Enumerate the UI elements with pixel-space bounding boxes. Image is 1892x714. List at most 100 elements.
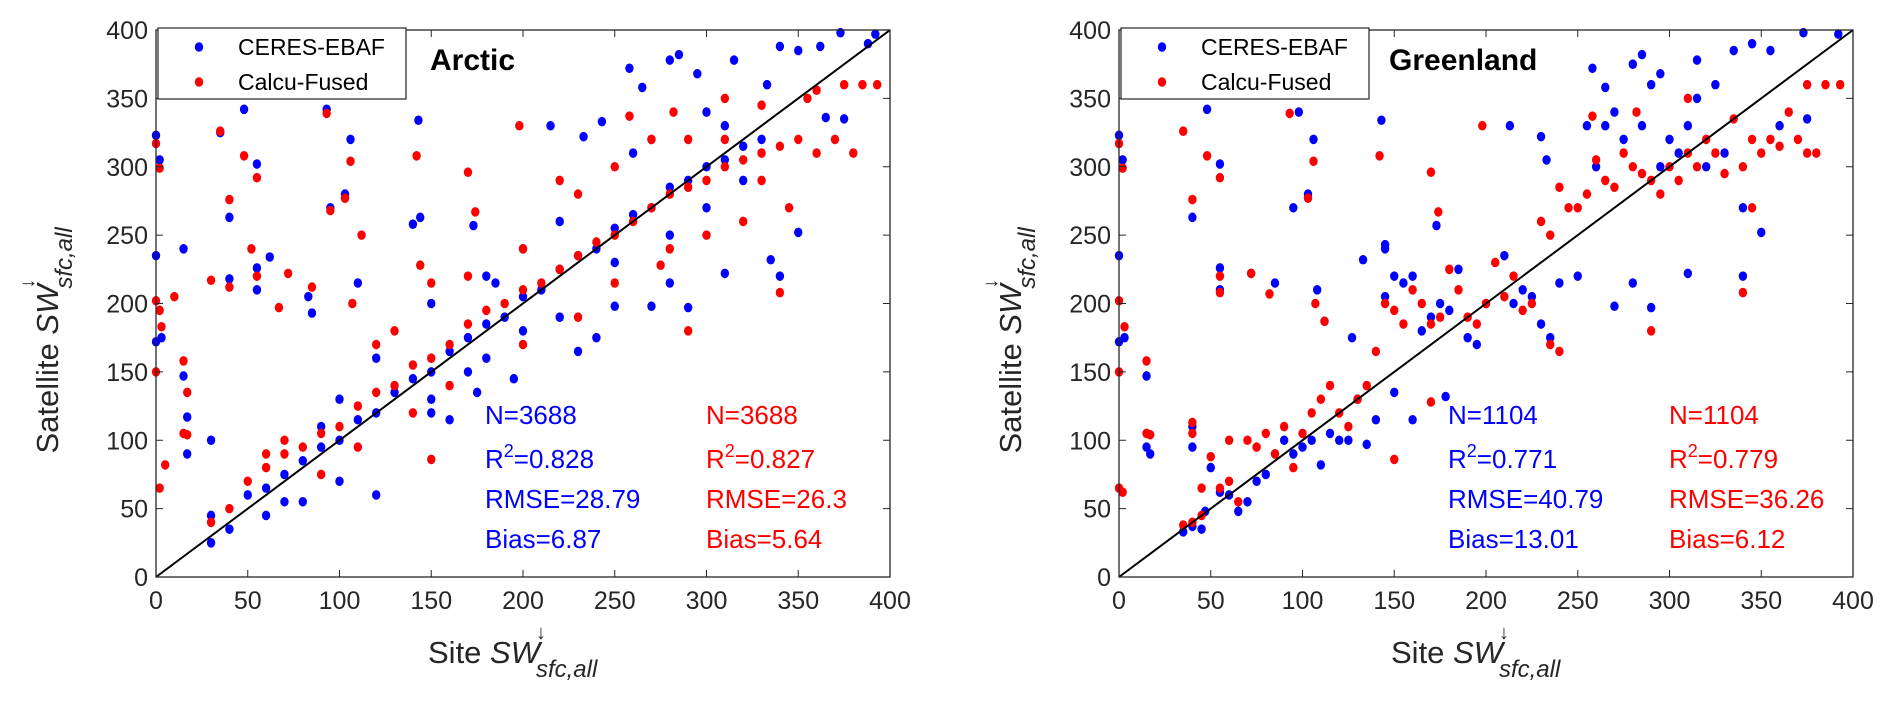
- data-point: [816, 41, 825, 52]
- data-point: [1812, 148, 1821, 158]
- x-tick-label: 300: [1649, 587, 1691, 615]
- data-point: [775, 141, 785, 152]
- data-point: [555, 216, 564, 227]
- data-point: [353, 278, 363, 288]
- x-axis-label: Site SW↓ sfc,all: [1391, 622, 1561, 683]
- data-point: [1454, 264, 1463, 275]
- data-point: [555, 175, 564, 186]
- data-point: [427, 298, 436, 309]
- data-point: [1325, 428, 1335, 439]
- data-point: [1215, 263, 1225, 273]
- data-point: [1380, 298, 1390, 309]
- data-point: [757, 175, 766, 186]
- y-tick-label: 150: [106, 359, 148, 387]
- data-point: [1188, 194, 1197, 205]
- stats-ceres-ebaf: N=1104 R2=0.771 RMSE=40.79 Bias=13.01: [1448, 400, 1603, 554]
- data-point: [225, 282, 234, 292]
- data-point: [1426, 167, 1436, 178]
- data-point: [739, 141, 748, 152]
- y-tick-label: 100: [1069, 427, 1111, 455]
- data-point: [610, 278, 619, 288]
- data-point: [573, 346, 583, 357]
- data-point: [1747, 202, 1757, 213]
- x-tick-label: 400: [1832, 587, 1874, 615]
- y-tick-label: 400: [1069, 17, 1111, 45]
- data-point: [1261, 469, 1271, 480]
- data-point: [757, 100, 766, 111]
- y-axis-label-subscript: sfc,all: [51, 227, 78, 289]
- data-point: [610, 257, 619, 268]
- data-point: [509, 373, 519, 384]
- data-point: [1757, 148, 1766, 158]
- stats-calcu-fused: N=3688 R2=0.827 RMSE=26.3 Bias=5.64: [706, 400, 847, 554]
- data-point: [1656, 189, 1665, 199]
- data-point: [463, 367, 473, 377]
- y-tick-label: 300: [106, 154, 148, 182]
- data-point: [243, 490, 252, 500]
- data-point: [372, 339, 381, 350]
- legend-box: [157, 27, 407, 100]
- stat-rmse: RMSE=36.26: [1669, 484, 1824, 514]
- data-point: [1120, 321, 1129, 332]
- data-point: [335, 476, 344, 487]
- data-point: [1835, 79, 1845, 90]
- data-point: [372, 353, 381, 364]
- data-point: [416, 212, 425, 223]
- y-axis-label-prefix: Satellite: [993, 335, 1028, 454]
- data-point: [322, 108, 331, 119]
- data-point: [1665, 134, 1674, 145]
- y-tick-label: 350: [1069, 85, 1111, 113]
- data-point: [1309, 134, 1318, 145]
- y-tick-label: 0: [134, 564, 148, 592]
- data-point: [340, 193, 350, 204]
- data-point: [316, 469, 326, 480]
- data-point: [412, 151, 421, 161]
- series-ceres-ebaf: [1114, 27, 1843, 537]
- data-point: [1692, 93, 1702, 104]
- data-point: [1591, 155, 1601, 165]
- data-point: [1417, 326, 1426, 336]
- stats-ceres-ebaf: N=3688 R2=0.828 RMSE=28.79 Bias=6.87: [485, 400, 640, 554]
- data-point: [1601, 82, 1610, 93]
- data-point: [239, 151, 249, 161]
- one-to-one-line: [155, 29, 891, 578]
- data-point: [160, 460, 170, 470]
- data-point: [252, 271, 262, 281]
- stat-r2-sup: 2: [725, 441, 735, 461]
- stat-rmse: RMSE=26.3: [706, 484, 847, 514]
- data-point: [298, 496, 307, 507]
- data-point: [1582, 189, 1592, 199]
- data-point: [170, 291, 179, 302]
- data-point: [1316, 460, 1326, 470]
- y-tick-label: 50: [1083, 496, 1111, 524]
- data-point: [625, 63, 634, 74]
- data-point: [1434, 207, 1443, 217]
- data-point: [1408, 271, 1417, 281]
- data-point: [1601, 120, 1610, 131]
- data-point: [179, 244, 188, 254]
- data-point: [1307, 408, 1316, 418]
- data-point: [182, 449, 192, 459]
- data-point: [739, 175, 748, 186]
- data-point: [225, 274, 234, 284]
- data-point: [1270, 278, 1280, 288]
- x-tick-label: 250: [594, 587, 636, 615]
- x-tick-label: 350: [777, 587, 819, 615]
- data-point: [849, 148, 858, 158]
- data-point: [720, 120, 730, 131]
- data-point: [1362, 439, 1371, 450]
- data-point: [1692, 161, 1702, 172]
- data-point: [1588, 111, 1597, 121]
- data-point: [1490, 257, 1500, 268]
- data-point: [1757, 227, 1766, 238]
- data-point: [784, 202, 794, 213]
- legend: CERES-EBAF Calcu-Fused: [157, 27, 407, 100]
- x-tick-label: 0: [1112, 587, 1126, 615]
- y-axis-label-var: SW: [993, 282, 1028, 335]
- legend-marker: [1157, 42, 1167, 52]
- x-axis-label-var: SW: [1453, 635, 1506, 670]
- data-point: [839, 79, 849, 90]
- data-point: [1683, 268, 1693, 279]
- data-point: [762, 79, 772, 90]
- y-tick-label: 100: [106, 427, 148, 455]
